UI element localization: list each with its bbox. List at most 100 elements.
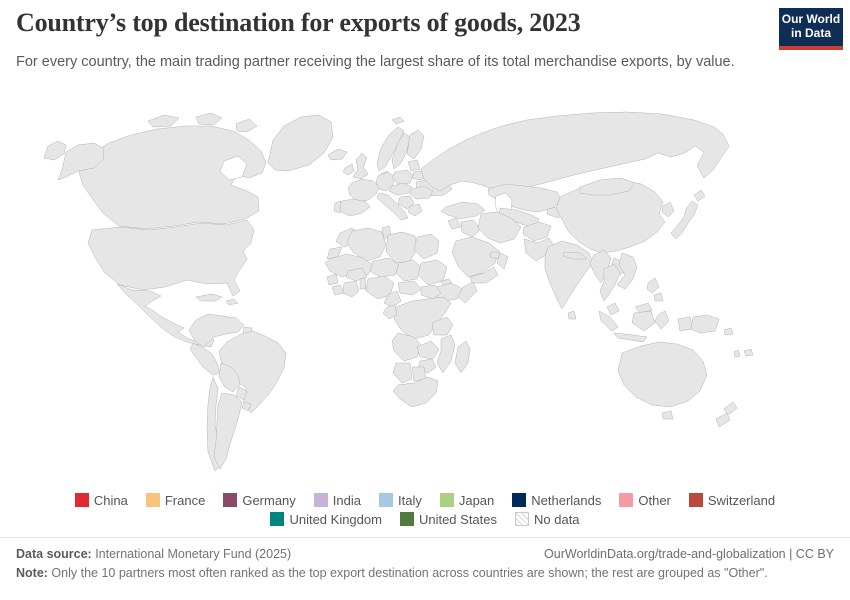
country-iraq[interactable]: [460, 219, 482, 238]
country-canada[interactable]: [78, 125, 267, 230]
country-niger[interactable]: [369, 257, 400, 278]
country-thailand[interactable]: [599, 263, 621, 302]
country-bolivia[interactable]: [218, 362, 241, 393]
country-korea[interactable]: [661, 201, 675, 218]
country-guinea[interactable]: [326, 273, 339, 286]
country-zambia[interactable]: [416, 340, 440, 360]
country-usa[interactable]: [87, 219, 255, 297]
country-turkey[interactable]: [440, 201, 486, 220]
country-south-africa[interactable]: [392, 376, 439, 408]
country-greenland[interactable]: [267, 114, 334, 172]
country-philippines-luzon[interactable]: [646, 277, 660, 294]
country-japan-honshu[interactable]: [670, 200, 699, 240]
country-mongolia[interactable]: [579, 177, 636, 196]
legend-item-netherlands[interactable]: Netherlands: [512, 493, 601, 508]
country-germany[interactable]: [375, 171, 395, 192]
country-fiji[interactable]: [743, 348, 754, 357]
country-libya[interactable]: [385, 231, 418, 264]
country-uk[interactable]: [352, 152, 369, 180]
legend-item-china[interactable]: China: [74, 493, 128, 508]
country-canada-arctic-island[interactable]: [147, 114, 180, 128]
country-indonesia-west-papua[interactable]: [677, 316, 694, 332]
country-canada-arctic-island[interactable]: [195, 112, 223, 126]
citation-link[interactable]: OurWorldinData.org/trade-and-globalizati…: [544, 547, 834, 561]
country-brazil[interactable]: [218, 330, 287, 414]
legend-item-united-kingdom[interactable]: United Kingdom: [270, 512, 382, 527]
country-peru[interactable]: [189, 342, 221, 376]
country-algeria[interactable]: [346, 227, 387, 262]
legend-item-united-states[interactable]: United States: [399, 512, 497, 527]
country-madagascar[interactable]: [454, 340, 471, 374]
country-papua-new-guinea[interactable]: [690, 314, 720, 334]
legend-item-france[interactable]: France: [145, 493, 205, 508]
country-namibia[interactable]: [392, 362, 413, 384]
country-levant[interactable]: [447, 217, 462, 230]
country-svalbard[interactable]: [391, 116, 405, 125]
country-tasmania[interactable]: [661, 410, 674, 420]
legend-item-india[interactable]: India: [313, 493, 361, 508]
legend-item-no-data[interactable]: No data: [515, 512, 580, 527]
country-angola[interactable]: [391, 332, 422, 362]
country-indonesia-sulawesi[interactable]: [654, 310, 670, 330]
legend-item-other[interactable]: Other: [619, 493, 671, 508]
country-egypt[interactable]: [413, 233, 440, 260]
country-vietnam[interactable]: [616, 252, 638, 290]
country-cameroon[interactable]: [383, 290, 402, 308]
country-greece[interactable]: [407, 203, 423, 217]
country-russia-chukotka[interactable]: [43, 140, 67, 161]
country-argentina[interactable]: [213, 392, 243, 470]
country-australia[interactable]: [617, 341, 708, 408]
country-somalia[interactable]: [457, 281, 478, 304]
country-france[interactable]: [347, 178, 380, 203]
country-afghanistan[interactable]: [522, 221, 552, 242]
country-indonesia-borneo[interactable]: [631, 310, 656, 332]
country-iran[interactable]: [477, 211, 522, 244]
country-usa-alaska[interactable]: [57, 142, 105, 181]
country-indonesia-sumatra[interactable]: [598, 310, 619, 332]
country-new-zealand-north[interactable]: [723, 401, 738, 416]
country-gabon-congo[interactable]: [382, 304, 398, 320]
country-ireland[interactable]: [342, 163, 355, 176]
country-baltics[interactable]: [407, 159, 421, 172]
country-canada-arctic-island[interactable]: [235, 118, 258, 133]
country-liberia[interactable]: [331, 284, 345, 296]
country-malaysia-peninsula[interactable]: [606, 302, 620, 316]
country-oman[interactable]: [496, 252, 509, 270]
legend-item-japan[interactable]: Japan: [439, 493, 494, 508]
country-saudi-arabia[interactable]: [451, 236, 500, 278]
country-central-europe[interactable]: [388, 182, 413, 196]
country-dr-congo-kenya[interactable]: [393, 296, 452, 340]
country-philippines-mindanao[interactable]: [653, 292, 664, 302]
country-spain[interactable]: [337, 198, 371, 217]
country-chad[interactable]: [395, 259, 422, 282]
country-indonesia-java[interactable]: [613, 332, 648, 343]
owid-logo[interactable]: Our World in Data: [779, 8, 843, 50]
country-japan-hokkaido[interactable]: [693, 189, 706, 202]
country-russia[interactable]: [420, 111, 730, 192]
country-norway[interactable]: [376, 126, 405, 172]
country-colombia-venezuela[interactable]: [188, 313, 245, 348]
country-tanzania[interactable]: [431, 316, 454, 336]
country-paraguay[interactable]: [235, 386, 248, 401]
country-solomon-islands[interactable]: [723, 327, 734, 336]
country-uruguay[interactable]: [241, 401, 252, 412]
country-italy[interactable]: [376, 192, 409, 221]
country-iceland[interactable]: [327, 148, 348, 161]
country-malaysia-borneo[interactable]: [634, 302, 653, 314]
country-nepal[interactable]: [562, 251, 588, 260]
legend-item-switzerland[interactable]: Switzerland: [688, 493, 775, 508]
country-sweden[interactable]: [391, 132, 411, 170]
country-romania[interactable]: [409, 185, 434, 200]
country-cuba[interactable]: [195, 293, 223, 302]
country-hispaniola[interactable]: [225, 298, 239, 306]
country-cote-divoire-ghana[interactable]: [342, 280, 360, 298]
country-togo-benin[interactable]: [359, 277, 367, 290]
country-central-african-republic[interactable]: [397, 280, 422, 296]
country-south-sudan[interactable]: [420, 284, 442, 300]
legend-item-italy[interactable]: Italy: [379, 493, 422, 508]
country-india[interactable]: [544, 240, 594, 310]
country-poland[interactable]: [391, 169, 414, 185]
country-mozambique[interactable]: [436, 334, 456, 374]
legend-item-germany[interactable]: Germany: [223, 493, 296, 508]
country-finland[interactable]: [406, 129, 425, 160]
